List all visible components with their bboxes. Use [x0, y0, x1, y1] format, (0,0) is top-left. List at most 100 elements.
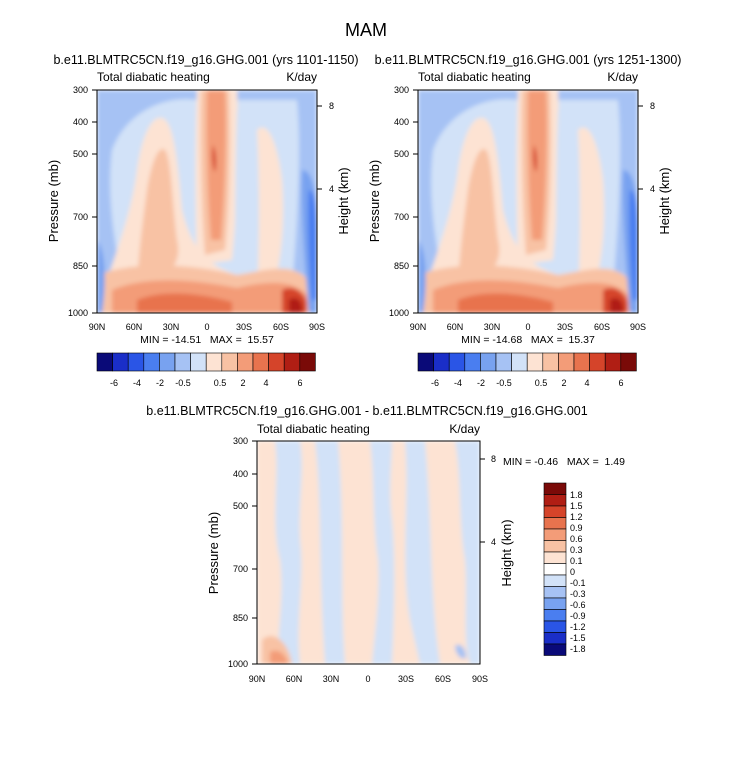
units-label: K/day: [449, 422, 480, 436]
colorbar-swatch: [159, 352, 176, 372]
colorbar-swatch: [558, 352, 575, 372]
colorbar-swatch: [543, 620, 567, 633]
ytick-label: 1000: [68, 308, 88, 318]
colorbar-swatch: [604, 352, 622, 372]
ytick-label: 400: [233, 469, 248, 479]
variable-label: Total diabatic heating: [257, 422, 370, 436]
colorbar-label: 0.1: [570, 556, 583, 566]
colorbar-label: 2: [240, 378, 245, 388]
colorbar-swatch: [433, 352, 450, 372]
colorbar-swatch: [299, 352, 316, 372]
y2tick-label: 4: [329, 184, 334, 194]
ytick-label: 850: [394, 261, 409, 271]
plot-frame: [417, 89, 639, 314]
ytick-label: 400: [394, 117, 409, 127]
panel-title: b.e11.BLMTRC5CN.f19_g16.GHG.001 (yrs 110…: [53, 53, 358, 67]
colorbar-label: 0.3: [570, 545, 583, 555]
xtick-label: 60N: [447, 322, 464, 332]
xtick-label: 60N: [126, 322, 143, 332]
xtick-label: 90N: [249, 674, 266, 684]
colorbar-label: 6: [297, 378, 302, 388]
ytick-label: 700: [233, 564, 248, 574]
colorbar-swatch: [268, 352, 285, 372]
colorbar-label: -0.3: [570, 589, 586, 599]
contour-field: [418, 90, 638, 313]
y2tick-label: 4: [650, 184, 655, 194]
ytick-label: 1000: [389, 308, 409, 318]
contour-field: [97, 90, 317, 313]
colorbar-swatch: [543, 597, 567, 610]
panel-title: b.e11.BLMTRC5CN.f19_g16.GHG.001 - b.e11.…: [146, 404, 587, 418]
colorbar-swatch: [143, 352, 160, 372]
colorbar-label: -0.5: [175, 378, 191, 388]
xtick-label: 90S: [630, 322, 646, 332]
ytick-label: 500: [73, 149, 88, 159]
colorbar-swatch: [252, 352, 269, 372]
plot-frame: [96, 89, 318, 314]
colorbar-label: 1.2: [570, 512, 583, 522]
colorbar-label: 0.5: [535, 378, 548, 388]
colorbar-swatch: [543, 482, 567, 495]
y2-axis-label: Height (km): [336, 167, 351, 234]
colorbar-swatch: [543, 528, 567, 541]
colorbar-swatch: [543, 540, 567, 553]
ytick-label: 400: [73, 117, 88, 127]
colorbar-swatch: [96, 352, 113, 372]
colorbar-swatch: [174, 352, 191, 372]
min-max-stats: MIN = -14.51 MAX = 15.57: [140, 334, 274, 346]
xtick-label: 30S: [557, 322, 573, 332]
plot-frame: [256, 440, 481, 665]
ytick-label: 500: [394, 149, 409, 159]
xtick-label: 90S: [309, 322, 325, 332]
colorbar-label: -0.9: [570, 611, 586, 621]
colorbar-label: -1.8: [570, 644, 586, 654]
xtick-label: 30N: [323, 674, 340, 684]
y-axis-label: Pressure (mb): [46, 160, 61, 242]
colorbar-swatch: [543, 586, 567, 599]
colorbar: [96, 352, 316, 372]
colorbar-swatch: [543, 505, 567, 518]
variable-label: Total diabatic heating: [418, 70, 531, 84]
colorbar-swatch: [112, 352, 129, 372]
colorbar-label: -2: [156, 378, 164, 388]
colorbar-swatch: [190, 352, 207, 372]
colorbar-label: -6: [110, 378, 118, 388]
colorbar-label: -0.6: [570, 600, 586, 610]
colorbar-swatch: [480, 352, 497, 372]
colorbar-label: 0: [570, 567, 575, 577]
xtick-label: 90N: [410, 322, 427, 332]
colorbar-label: 2: [561, 378, 566, 388]
colorbar-label: 0.5: [214, 378, 227, 388]
y2-axis-label: Height (km): [657, 167, 672, 234]
y2-axis-label: Height (km): [499, 519, 514, 586]
ytick-label: 850: [73, 261, 88, 271]
colorbar-swatch: [283, 352, 301, 372]
colorbar-swatch: [543, 494, 567, 507]
colorbar-swatch: [205, 352, 223, 372]
colorbar-label: -1.2: [570, 622, 586, 632]
colorbar-label: -0.1: [570, 578, 586, 588]
colorbar-swatch: [464, 352, 481, 372]
panel-left: b.e11.BLMTRC5CN.f19_g16.GHG.001 (yrs 110…: [46, 53, 359, 388]
colorbar-label: 6: [618, 378, 623, 388]
ytick-label: 300: [73, 85, 88, 95]
xtick-label: 30S: [236, 322, 252, 332]
colorbar-swatch: [543, 563, 567, 576]
colorbar-swatch: [573, 352, 590, 372]
xtick-label: 0: [365, 674, 370, 684]
colorbar-label: 0.6: [570, 534, 583, 544]
colorbar-swatch: [221, 352, 238, 372]
xtick-label: 60S: [273, 322, 289, 332]
figure-title: MAM: [345, 20, 387, 40]
colorbar-label: -4: [133, 378, 141, 388]
units-label: K/day: [607, 70, 638, 84]
colorbar-swatch: [543, 643, 567, 656]
ytick-label: 700: [73, 212, 88, 222]
ytick-label: 500: [233, 501, 248, 511]
ytick-label: 1000: [228, 659, 248, 669]
y-axis-label: Pressure (mb): [206, 512, 221, 594]
panel-right: b.e11.BLMTRC5CN.f19_g16.GHG.001 (yrs 125…: [367, 53, 681, 388]
colorbar-swatch: [543, 551, 567, 564]
ytick-label: 700: [394, 212, 409, 222]
colorbar-swatch: [543, 517, 567, 530]
